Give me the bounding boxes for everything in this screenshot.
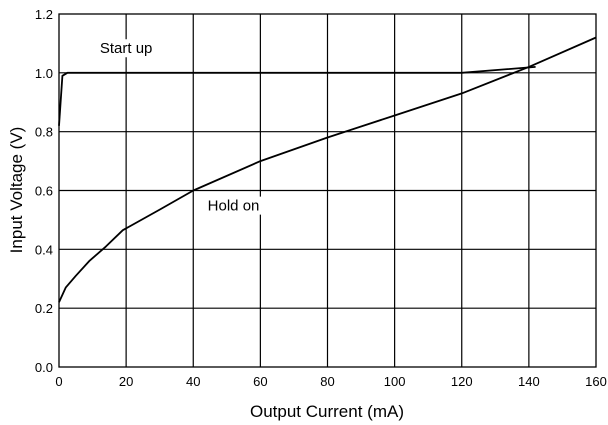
x-tick-label: 100	[384, 374, 406, 389]
series	[58, 36, 597, 303]
series-1-line	[58, 66, 536, 126]
y-tick-label: 1.2	[35, 7, 53, 22]
y-tick-label: 1.0	[35, 66, 53, 81]
series-2-line	[58, 36, 597, 303]
y-tick-label: 0.4	[35, 242, 53, 257]
y-tick-label: 0.8	[35, 125, 53, 140]
annotation-label: Hold on	[208, 198, 260, 215]
x-tick-label: 140	[518, 374, 540, 389]
annotations: Start up Hold on	[93, 39, 263, 215]
x-tick-label: 40	[186, 374, 200, 389]
y-axis-title: Input Voltage (V)	[7, 127, 26, 254]
tick-labels: 0 20 40 60 80 100 120 140 160 0.0 0.2 0.4 0.6 0.8 1.0 1…	[35, 7, 607, 389]
x-tick-label: 120	[451, 374, 473, 389]
annotation-background	[93, 39, 159, 58]
x-tick-label: 80	[320, 374, 334, 389]
x-tick-label: 160	[585, 374, 607, 389]
y-tick-label: 0.6	[35, 184, 53, 199]
annotation-background	[204, 196, 263, 215]
x-tick-label: 0	[55, 374, 62, 389]
y-tick-label: 0.2	[35, 301, 53, 316]
y-tick-label: 0.0	[35, 360, 53, 375]
x-tick-label: 20	[119, 374, 133, 389]
x-tick-label: 60	[253, 374, 267, 389]
x-axis-title: Output Current (mA)	[250, 402, 404, 421]
grid	[59, 14, 596, 367]
annotation-label: Start up	[100, 40, 153, 57]
